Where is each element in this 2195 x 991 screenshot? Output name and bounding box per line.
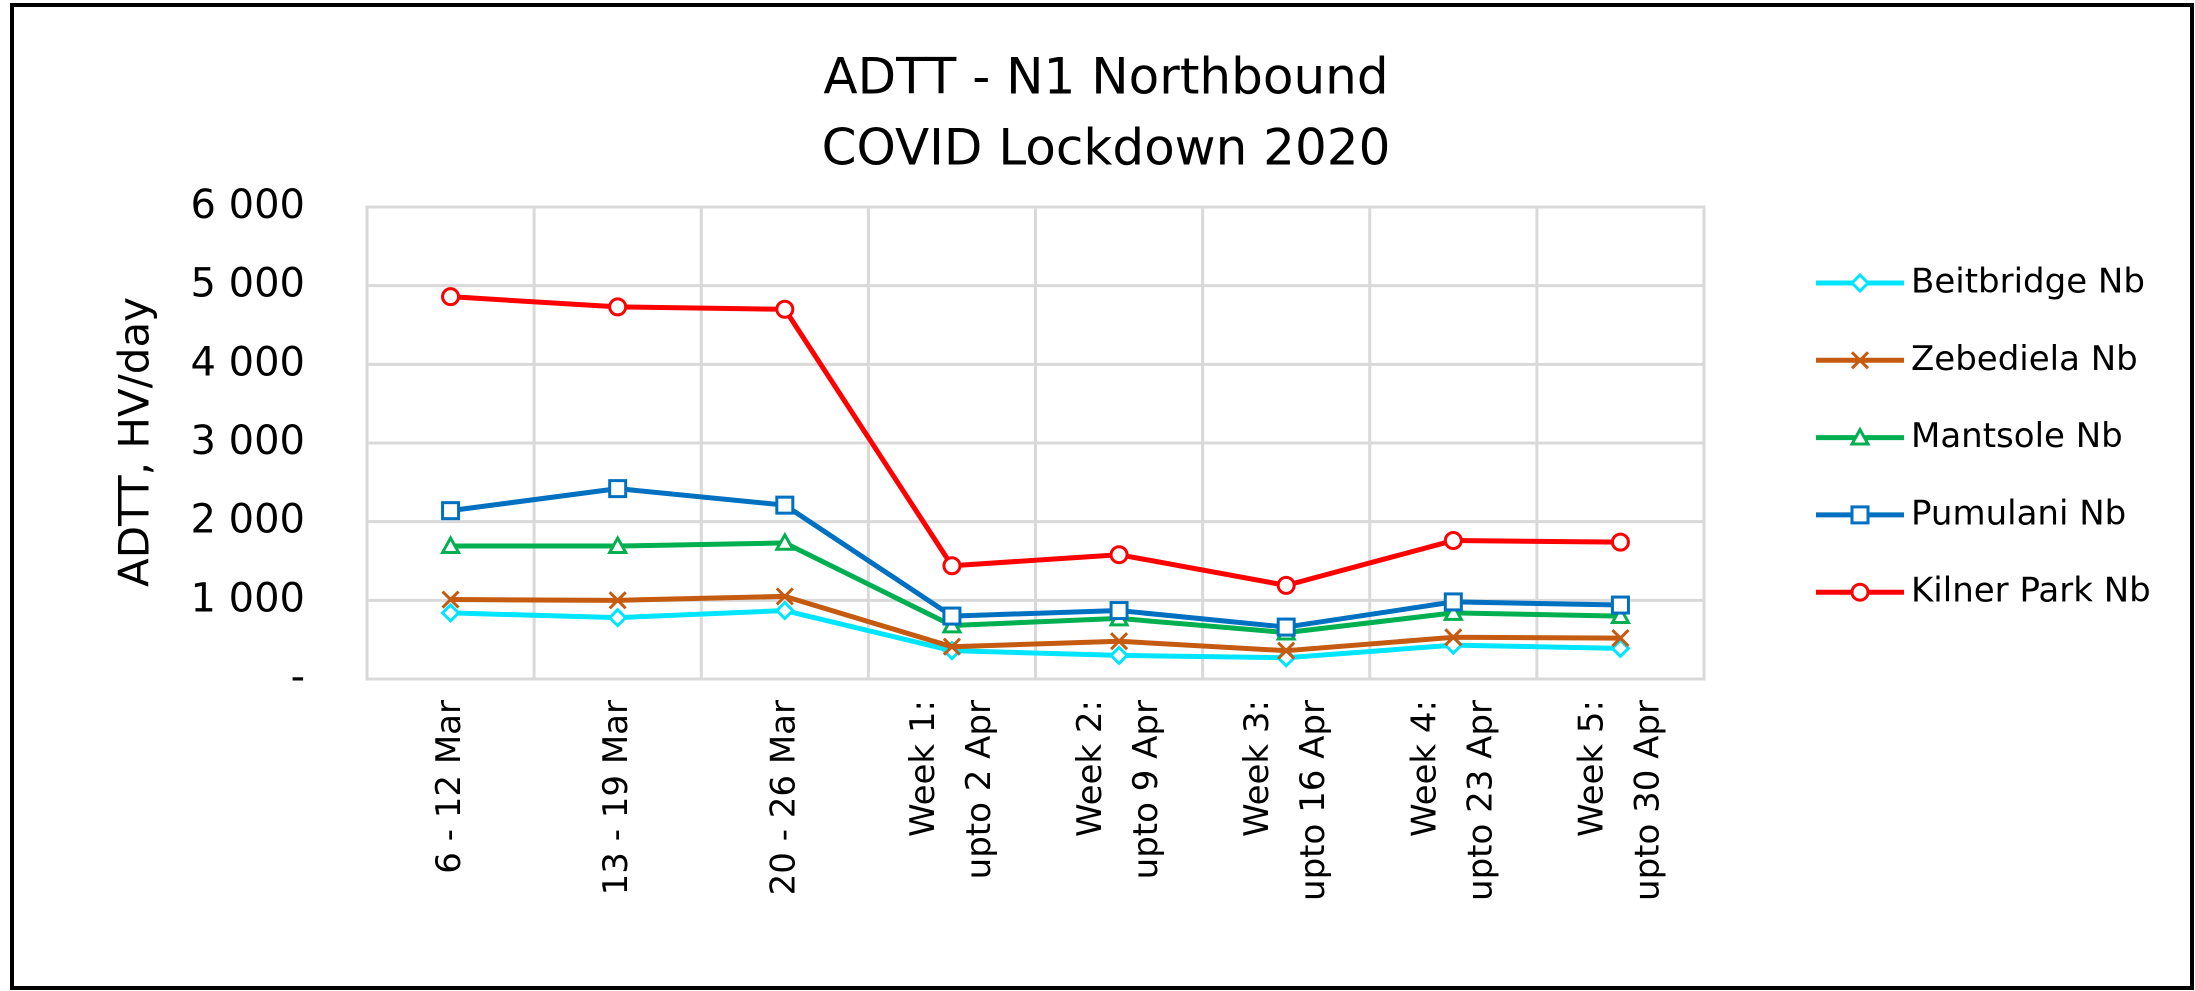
data-point (607, 534, 629, 554)
data-point (1276, 617, 1296, 637)
data-point (1442, 601, 1464, 621)
data-point (1109, 601, 1129, 621)
data-point (774, 531, 796, 551)
x-tick-label: Week 4: upto 23 Apr (1404, 700, 1500, 901)
legend-marker (1849, 426, 1871, 446)
data-point (1277, 641, 1296, 660)
data-point (608, 591, 627, 610)
series-line (450, 294, 1621, 588)
data-point (942, 556, 962, 576)
x-tick-label: Week 5: upto 30 Apr (1571, 700, 1667, 901)
data-point (608, 479, 628, 499)
data-point (441, 501, 461, 521)
data-point (608, 297, 628, 317)
x-tick-label: Week 2: upto 9 Apr (1070, 700, 1166, 879)
data-point (942, 637, 961, 656)
y-tick-label: 3 000 (190, 418, 305, 464)
data-point (1109, 545, 1129, 565)
data-point (1444, 628, 1463, 647)
y-tick-label: 4 000 (190, 339, 305, 385)
x-tick-label: 20 - 26 Mar (763, 700, 803, 895)
legend-marker (1849, 272, 1871, 294)
series-line (450, 608, 1621, 661)
y-tick-label: 1 000 (190, 575, 305, 621)
series-line (450, 486, 1621, 630)
legend-marker (1850, 505, 1870, 525)
series-line (450, 540, 1621, 636)
data-point (1109, 632, 1129, 651)
y-tick-label: 6 000 (190, 182, 305, 228)
data-point (775, 495, 795, 515)
data-point (1611, 629, 1630, 648)
data-point (440, 534, 462, 554)
data-point (775, 587, 794, 606)
data-point (1443, 592, 1463, 612)
legend-label: Pumulani Nb (1911, 493, 2126, 533)
chart-title: ADTT - N1 Northbound (823, 48, 1388, 106)
data-point (1276, 575, 1296, 595)
x-tick-label: Week 3: upto 16 Apr (1237, 700, 1333, 901)
chart-frame (10, 3, 2194, 990)
chart-subtitle: COVID Lockdown 2020 (822, 119, 1391, 177)
y-tick-label: 5 000 (190, 261, 305, 307)
legend-marker (1850, 351, 1870, 370)
y-tick-label: 2 000 (190, 497, 305, 543)
data-point (775, 299, 795, 319)
data-point (1108, 645, 1130, 666)
x-tick-label: Week 1: upto 2 Apr (902, 700, 998, 879)
series-line (450, 593, 1621, 654)
data-point (942, 606, 962, 626)
data-point (1609, 604, 1631, 624)
data-point (441, 590, 460, 609)
data-point (1610, 532, 1630, 552)
data-point (1443, 531, 1463, 551)
legend-label: Mantsole Nb (1911, 416, 2123, 456)
y-axis-label: ADTT, HV/day (110, 297, 159, 587)
data-point (607, 607, 628, 628)
data-point (441, 287, 461, 307)
data-point (1610, 638, 1631, 659)
x-tick-label: 13 - 19 Mar (596, 700, 636, 895)
legend-label: Kilner Park Nb (1911, 571, 2151, 611)
data-point (440, 602, 461, 624)
legend-label: Zebediela Nb (1911, 339, 2138, 379)
legend-marker (1850, 582, 1870, 602)
data-point (774, 600, 795, 621)
legend-label: Beitbridge Nb (1911, 262, 2145, 302)
x-tick-label: 6 - 12 Mar (429, 700, 469, 874)
y-tick-label: - (291, 654, 305, 700)
data-point (1610, 595, 1630, 615)
